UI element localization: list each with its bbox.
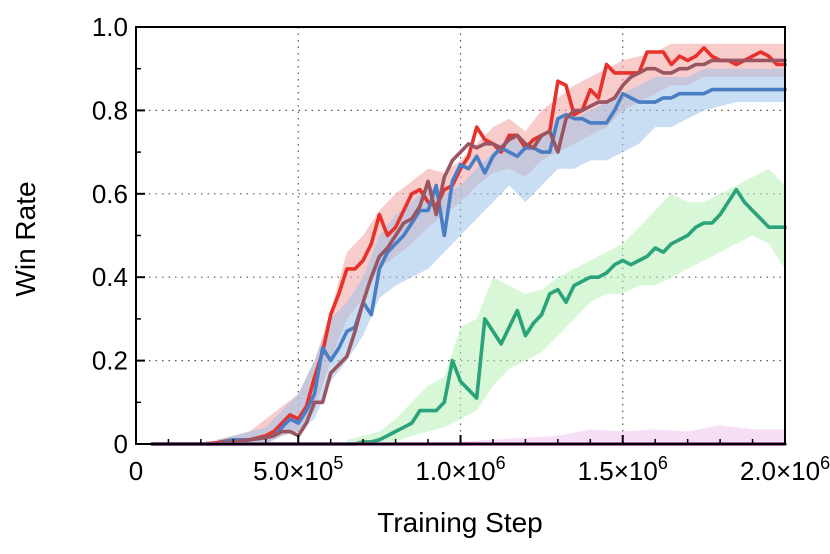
y-tick-label-5: 1.0 [92, 12, 128, 42]
confidence-bands [217, 43, 786, 445]
x-tick-label-3: 1.5×106 [578, 453, 668, 486]
x-axis-label: Training Step [377, 507, 543, 538]
series-band-0 [217, 43, 786, 444]
series-band-3 [460, 425, 785, 444]
y-tick-label-4: 0.8 [92, 95, 128, 125]
y-tick-label-0: 0 [114, 429, 128, 459]
y-tick-label-2: 0.4 [92, 262, 128, 292]
x-tick-label-1: 5.0×105 [253, 453, 343, 486]
x-tick-label-0: 0 [129, 456, 143, 486]
series-line-2 [150, 58, 787, 446]
y-tick-label-1: 0.2 [92, 346, 128, 376]
x-tick-label-2: 1.0×106 [415, 453, 505, 486]
tick-labels: 0 5.0×105 1.0×106 1.5×106 2.0×106 0 0.2 0.4 0.6 0… [92, 12, 830, 486]
series-line-1 [150, 87, 787, 446]
y-axis-label: Win Rate [10, 181, 41, 296]
y-tick-label-3: 0.6 [92, 179, 128, 209]
axis-ticks [135, 26, 786, 445]
x-tick-label-4: 2.0×106 [740, 453, 830, 486]
